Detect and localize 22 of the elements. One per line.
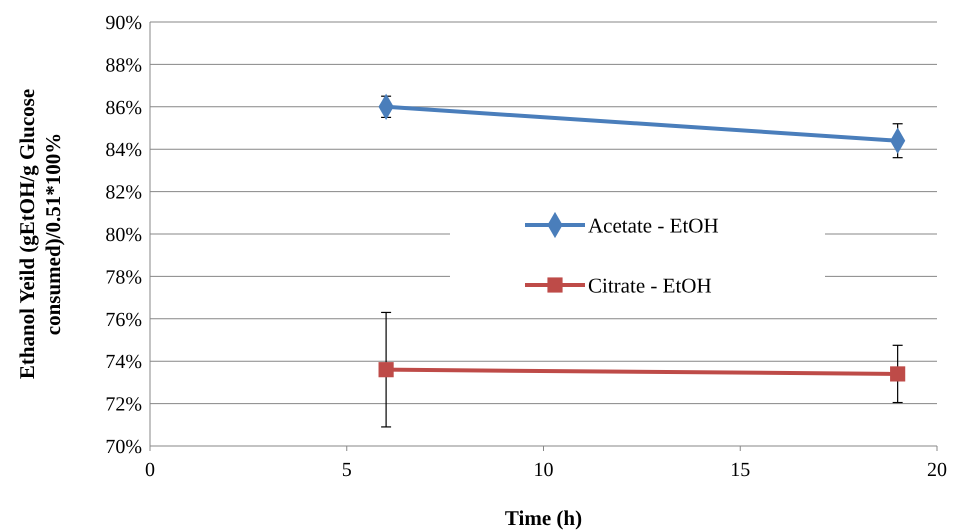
y-axis-title: Ethanol Yeild (gEtOH/g Glucose consumed)/0.51*100%: [15, 88, 65, 380]
x-tick-label: 20: [927, 459, 947, 481]
y-tick-label: 78%: [105, 266, 142, 288]
point: [378, 362, 394, 378]
x-tick-label: 15: [730, 459, 750, 481]
y-tick-label: 84%: [105, 139, 142, 162]
y-tick-label: 74%: [105, 351, 142, 374]
x-tick-label: 0: [145, 459, 155, 481]
y-tick-label: 76%: [105, 308, 142, 331]
y-tick-label: 86%: [105, 96, 142, 119]
y-tick-label: 82%: [105, 182, 142, 204]
y-tick-label: 88%: [105, 54, 142, 76]
point: [890, 366, 906, 382]
x-tick-label: 5: [342, 459, 352, 481]
y-tick-label: 72%: [105, 394, 142, 416]
y-tick-label: 90%: [105, 12, 142, 34]
x-axis-title: Time (h): [504, 506, 582, 530]
legend-label: Acetate - EtOH: [588, 213, 719, 238]
legend-label: Citrate - EtOH: [588, 273, 712, 298]
x-tick-label: 10: [534, 459, 554, 481]
y-tick-label: 80%: [105, 224, 142, 246]
y-tick-label: 70%: [105, 436, 142, 458]
